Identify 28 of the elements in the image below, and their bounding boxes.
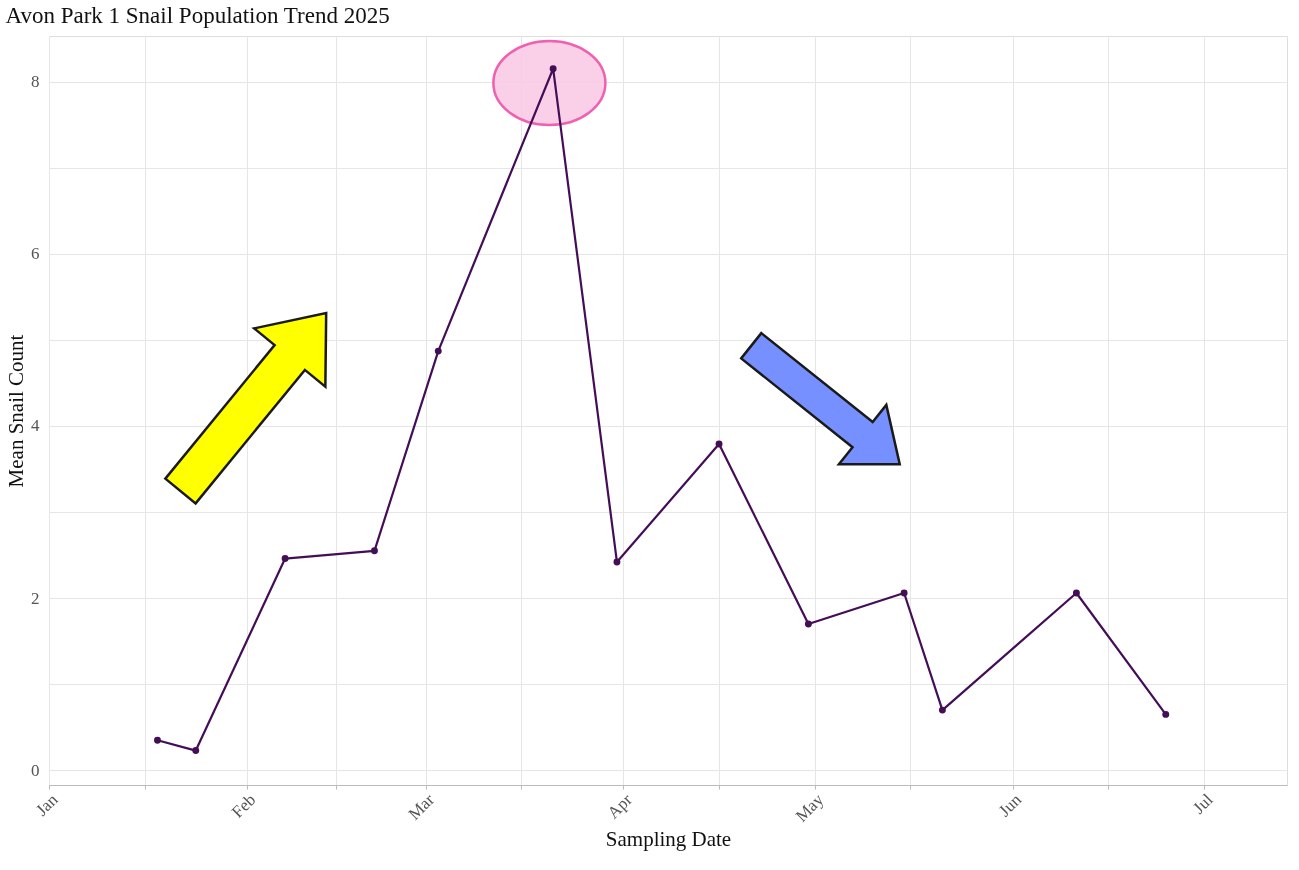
- point: [1072, 589, 1080, 597]
- y-axis-title: Mean Snail Count: [4, 334, 28, 488]
- x-tick-label: Jan: [32, 789, 62, 820]
- x-tick-label: Mar: [404, 789, 439, 824]
- point: [613, 558, 621, 566]
- point: [549, 65, 557, 73]
- x-tick-label: May: [791, 789, 828, 826]
- y-tick-label: 2: [31, 588, 40, 608]
- point: [938, 706, 946, 714]
- chart-title: Avon Park 1 Snail Population Trend 2025: [5, 3, 390, 28]
- y-tick-label: 4: [31, 416, 40, 436]
- x-tick-label: Feb: [227, 790, 260, 822]
- y-tick-label: 0: [31, 760, 40, 780]
- point: [804, 620, 812, 628]
- point: [715, 440, 723, 448]
- y-tick-label: 8: [31, 72, 40, 92]
- y-tick-label: 6: [31, 244, 40, 264]
- x-axis-title: Sampling Date: [605, 826, 732, 851]
- point: [434, 347, 442, 355]
- point: [370, 547, 378, 555]
- x-tick-label: Apr: [603, 789, 637, 823]
- point: [900, 589, 908, 597]
- x-tick-label: Jul: [1189, 789, 1217, 818]
- x-tick-label: Jun: [994, 789, 1026, 821]
- point: [192, 747, 200, 755]
- point: [1162, 710, 1170, 718]
- point: [154, 736, 161, 744]
- point: [281, 555, 289, 563]
